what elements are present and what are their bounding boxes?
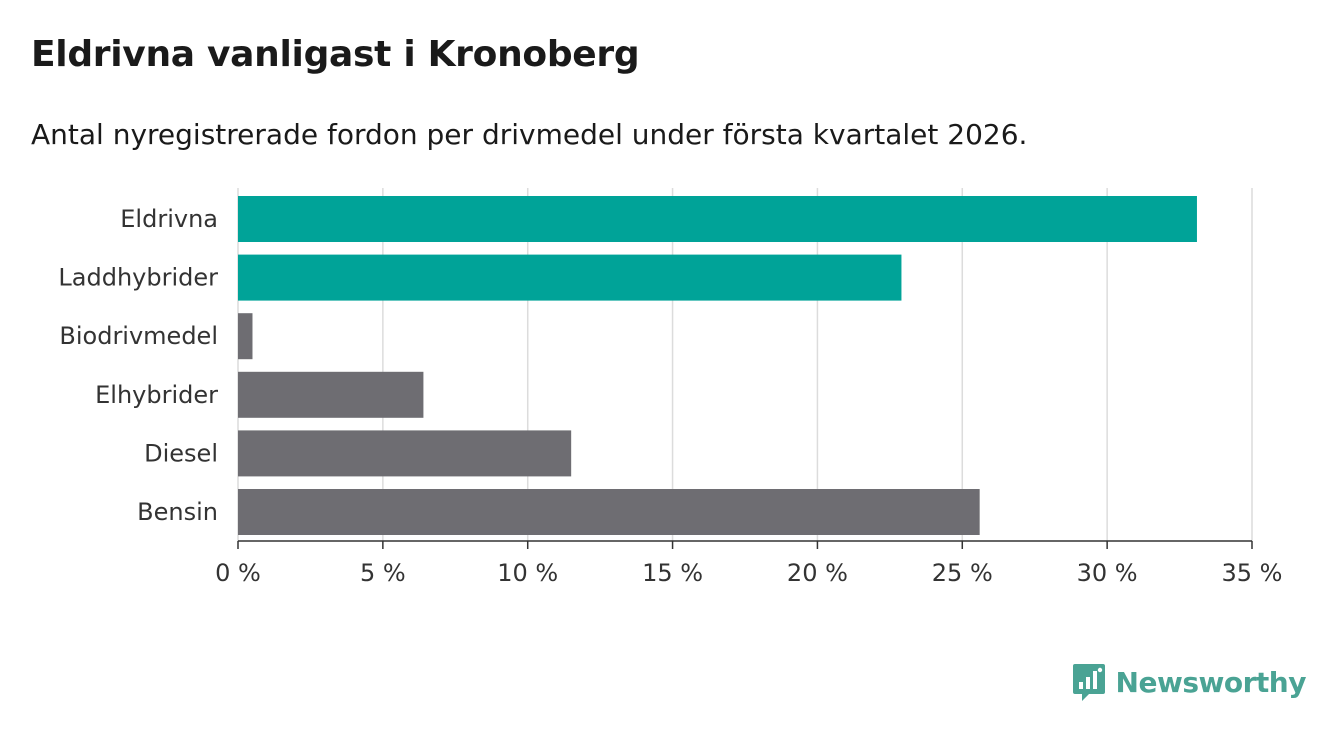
category-label: Bensin bbox=[137, 498, 218, 526]
bar-chart-speech-bubble-icon bbox=[1072, 664, 1105, 701]
bars bbox=[238, 196, 1197, 535]
x-tick-label: 30 % bbox=[1077, 559, 1138, 587]
category-label: Laddhybrider bbox=[58, 264, 218, 292]
category-label: Diesel bbox=[144, 439, 218, 467]
category-label: Biodrivmedel bbox=[59, 322, 218, 350]
category-label: Eldrivna bbox=[120, 205, 218, 233]
chart-subtitle: Antal nyregistrerade fordon per drivmede… bbox=[31, 118, 1028, 151]
bar-eldrivna bbox=[238, 196, 1197, 242]
category-labels: Eldrivna Laddhybrider Biodrivmedel Elhybrid… bbox=[58, 205, 218, 526]
x-tick-label: 15 % bbox=[642, 559, 703, 587]
chart-title: Eldrivna vanligast i Kronoberg bbox=[31, 34, 640, 75]
brand-name: Newsworthy bbox=[1115, 665, 1307, 699]
bar-biodrivmedel bbox=[238, 313, 253, 360]
gridlines bbox=[237, 188, 1253, 541]
x-axis: 0 % 5 % 10 % 15 % 20 % 25 % 30 % 35 % bbox=[215, 540, 1283, 587]
bar-diesel bbox=[238, 430, 572, 477]
x-tick-label: 0 % bbox=[215, 559, 261, 587]
x-tick-label: 5 % bbox=[360, 559, 406, 587]
bar-laddhybrider bbox=[238, 254, 902, 301]
category-label: Elhybrider bbox=[95, 381, 218, 409]
x-tick-label: 35 % bbox=[1222, 559, 1283, 587]
bar-bensin bbox=[238, 489, 980, 535]
bar-elhybrider bbox=[238, 371, 424, 418]
x-tick-label: 10 % bbox=[497, 559, 558, 587]
x-tick-label: 20 % bbox=[787, 559, 848, 587]
newsworthy-logo: Newsworthy bbox=[1072, 662, 1307, 702]
x-tick-label: 25 % bbox=[932, 559, 993, 587]
